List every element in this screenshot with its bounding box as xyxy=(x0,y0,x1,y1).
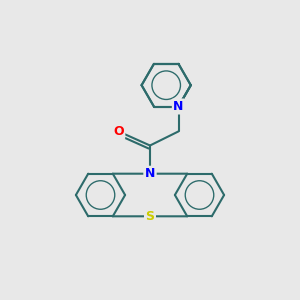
Text: O: O xyxy=(113,125,124,138)
Text: N: N xyxy=(173,100,184,113)
Text: N: N xyxy=(145,167,155,180)
Text: S: S xyxy=(146,210,154,223)
